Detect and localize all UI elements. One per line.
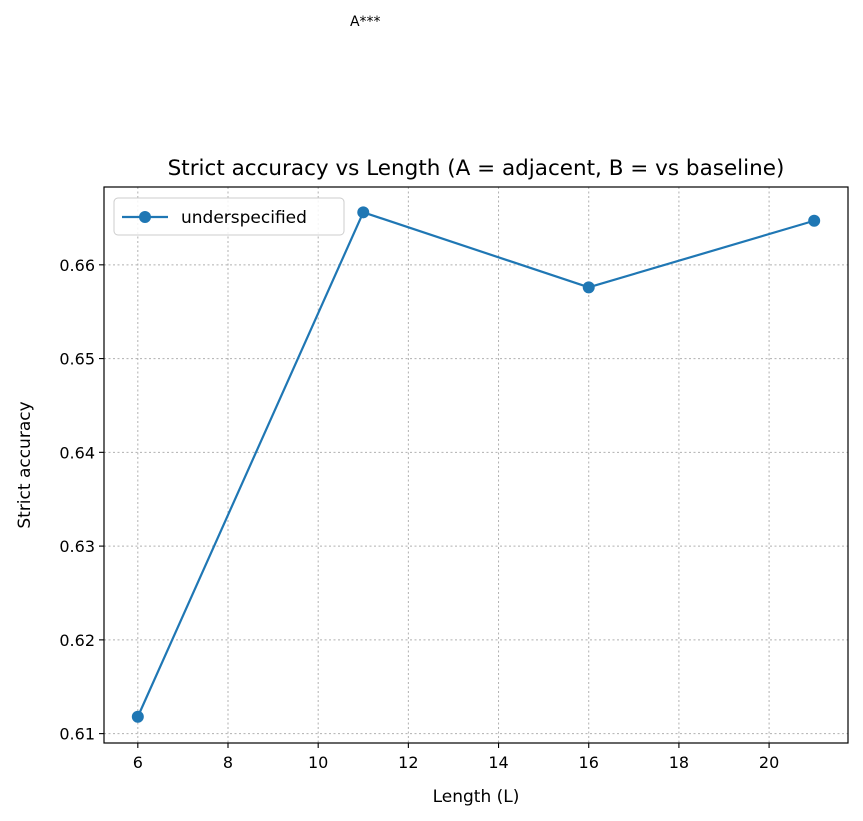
data-point xyxy=(357,206,370,219)
y-tick-label: 0.61 xyxy=(59,725,95,744)
y-tick-label: 0.65 xyxy=(59,350,95,369)
legend-marker xyxy=(139,211,151,223)
x-tick-label: 16 xyxy=(579,753,599,772)
y-axis-ticks: 0.61 0.62 0.63 0.64 0.65 0.66 xyxy=(59,256,104,744)
x-tick-label: 20 xyxy=(759,753,779,772)
legend: underspecified xyxy=(113,197,345,236)
x-tick-label: 8 xyxy=(223,753,233,772)
legend-label: underspecified xyxy=(181,208,307,228)
y-tick-label: 0.64 xyxy=(59,443,95,462)
series-layer xyxy=(131,206,821,723)
x-axis-ticks: 6 8 10 12 14 16 18 20 xyxy=(133,743,779,772)
legend-box xyxy=(113,197,345,236)
data-point xyxy=(808,214,821,227)
significance-annotation: A*** xyxy=(350,14,381,30)
chart-title: Strict accuracy vs Length (A = adjacent,… xyxy=(168,156,785,181)
y-axis-label: Strict accuracy xyxy=(15,401,35,528)
series-line xyxy=(136,211,815,718)
x-tick-label: 18 xyxy=(669,753,689,772)
annotations: A*** xyxy=(350,14,381,30)
y-tick-label: 0.62 xyxy=(59,631,95,650)
x-tick-label: 6 xyxy=(133,753,143,772)
x-axis-label: Length (L) xyxy=(433,787,520,807)
y-tick-label: 0.63 xyxy=(59,537,95,556)
x-tick-label: 12 xyxy=(398,753,418,772)
data-point xyxy=(582,281,595,294)
plot-frame xyxy=(103,186,849,744)
x-tick-label: 10 xyxy=(308,753,328,772)
y-tick-label: 0.66 xyxy=(59,256,95,275)
x-tick-label: 14 xyxy=(488,753,508,772)
data-point xyxy=(131,710,144,723)
